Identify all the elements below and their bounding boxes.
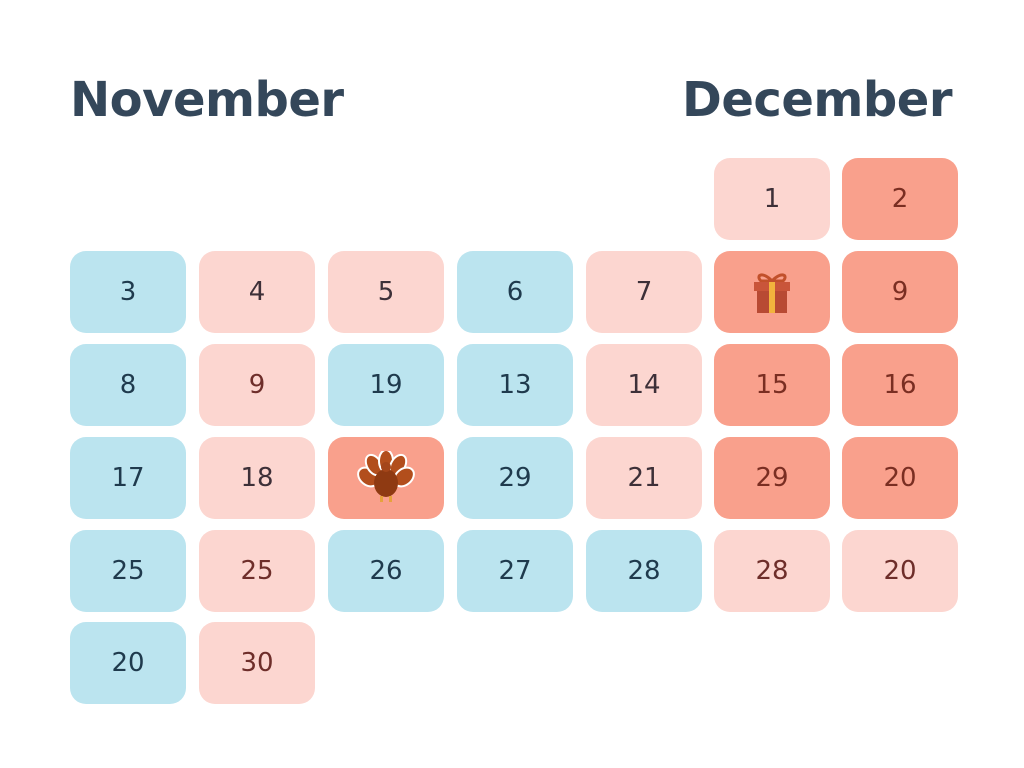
day-number: 6 (506, 277, 524, 307)
day-number: 27 (498, 556, 532, 586)
day-cell[interactable]: 25 (70, 530, 186, 612)
day-number: 1 (763, 184, 781, 214)
month-title-november: November (70, 72, 344, 128)
day-number: 9 (891, 277, 909, 307)
day-cell[interactable]: 16 (842, 344, 958, 426)
day-cell[interactable]: 8 (70, 344, 186, 426)
day-number: 20 (883, 556, 917, 586)
day-cell[interactable]: 28 (586, 530, 702, 612)
day-cell[interactable]: 17 (70, 437, 186, 519)
day-number: 13 (498, 370, 532, 400)
day-number: 30 (240, 648, 274, 678)
day-number: 29 (498, 463, 532, 493)
day-number: 18 (240, 463, 274, 493)
day-number: 19 (369, 370, 403, 400)
day-cell[interactable]: 29 (457, 437, 573, 519)
turkey-icon (356, 451, 416, 505)
day-number: 4 (248, 277, 266, 307)
day-number: 20 (883, 463, 917, 493)
day-cell[interactable]: 25 (199, 530, 315, 612)
day-cell[interactable]: 20 (842, 530, 958, 612)
day-number: 2 (891, 184, 909, 214)
day-number: 14 (627, 370, 661, 400)
day-cell[interactable]: 3 (70, 251, 186, 333)
day-cell[interactable]: 9 (199, 344, 315, 426)
day-cell[interactable]: 21 (586, 437, 702, 519)
day-cell[interactable]: 18 (199, 437, 315, 519)
day-cell[interactable]: 29 (714, 437, 830, 519)
day-number: 28 (627, 556, 661, 586)
day-number: 21 (627, 463, 661, 493)
day-cell[interactable]: 26 (328, 530, 444, 612)
day-cell[interactable]: 27 (457, 530, 573, 612)
day-cell[interactable] (328, 437, 444, 519)
day-cell[interactable]: 15 (714, 344, 830, 426)
day-cell[interactable]: 2 (842, 158, 958, 240)
day-cell[interactable]: 20 (70, 622, 186, 704)
day-number: 8 (119, 370, 137, 400)
day-cell[interactable]: 13 (457, 344, 573, 426)
gift-icon (751, 269, 793, 315)
day-number: 25 (240, 556, 274, 586)
day-cell[interactable]: 9 (842, 251, 958, 333)
day-cell[interactable]: 4 (199, 251, 315, 333)
day-number: 20 (111, 648, 145, 678)
day-number: 7 (635, 277, 653, 307)
day-cell[interactable]: 14 (586, 344, 702, 426)
day-cell[interactable]: 20 (842, 437, 958, 519)
day-number: 29 (755, 463, 789, 493)
day-cell[interactable]: 28 (714, 530, 830, 612)
day-cell[interactable]: 7 (586, 251, 702, 333)
day-cell[interactable]: 30 (199, 622, 315, 704)
day-cell[interactable]: 19 (328, 344, 444, 426)
day-cell[interactable]: 6 (457, 251, 573, 333)
day-number: 17 (111, 463, 145, 493)
day-number: 9 (248, 370, 266, 400)
day-cell[interactable]: 5 (328, 251, 444, 333)
day-number: 16 (883, 370, 917, 400)
day-number: 5 (377, 277, 395, 307)
day-number: 25 (111, 556, 145, 586)
month-title-december: December (681, 72, 953, 128)
day-number: 28 (755, 556, 789, 586)
day-cell[interactable]: 1 (714, 158, 830, 240)
day-cell[interactable] (714, 251, 830, 333)
day-number: 26 (369, 556, 403, 586)
day-number: 3 (119, 277, 137, 307)
day-number: 15 (755, 370, 789, 400)
